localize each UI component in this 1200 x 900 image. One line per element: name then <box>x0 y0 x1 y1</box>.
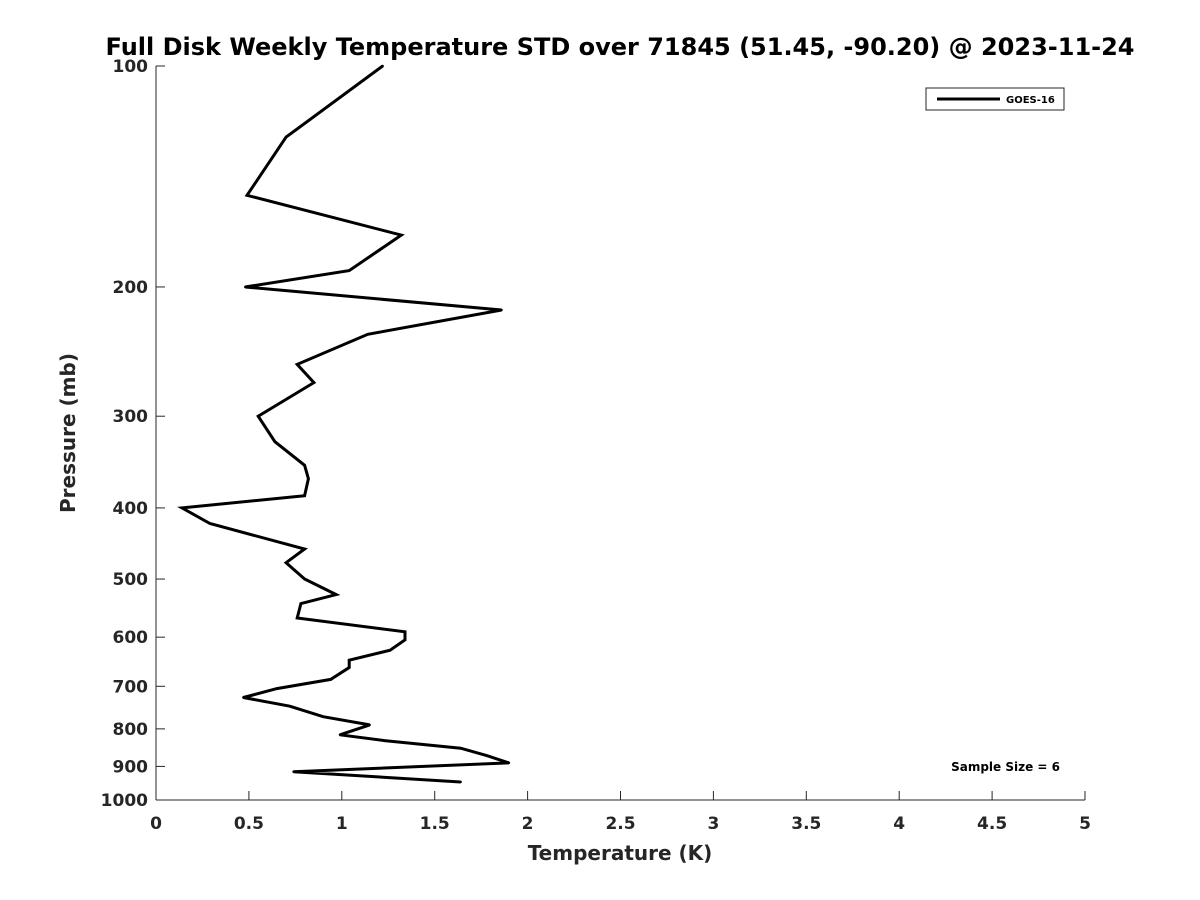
data-point <box>459 780 462 784</box>
x-tick-label: 0 <box>150 814 162 834</box>
y-tick-label: 600 <box>113 628 149 648</box>
x-tick-label: 4.5 <box>977 814 1007 834</box>
data-point <box>303 464 306 467</box>
data-point <box>338 733 342 736</box>
data-point <box>312 381 316 384</box>
data-point <box>500 308 503 312</box>
chart-title: Full Disk Weekly Temperature STD over 71… <box>106 33 1135 61</box>
data-point <box>403 630 407 633</box>
data-point <box>368 723 371 727</box>
data-point <box>273 440 277 443</box>
y-tick-label: 300 <box>113 407 149 427</box>
data-point <box>303 547 306 551</box>
data-point <box>381 64 384 68</box>
x-axis-ticks: 0 0.5 1 1.5 2 2.5 3 3.5 4 4.5 5 <box>150 791 1091 834</box>
data-point <box>296 363 299 366</box>
x-tick-label: 3 <box>707 814 719 834</box>
y-tick-label: 900 <box>113 757 149 777</box>
data-point <box>348 269 351 272</box>
y-tick-label: 200 <box>113 278 149 298</box>
legend: GOES-16 <box>925 87 1065 111</box>
y-tick-label: 1000 <box>101 791 148 811</box>
x-tick-label: 0.5 <box>234 814 264 834</box>
y-tick-label: 500 <box>113 570 149 590</box>
data-point <box>303 577 306 581</box>
data-point <box>257 415 260 418</box>
data-point <box>244 285 247 289</box>
data-point <box>292 770 295 773</box>
data-point <box>485 754 488 757</box>
data-point <box>507 761 511 765</box>
sample-size-annotation: Sample Size = 6 <box>951 760 1060 774</box>
x-tick-label: 2.5 <box>605 814 635 834</box>
data-point <box>299 602 303 605</box>
x-tick-label: 4 <box>893 814 905 834</box>
data-point <box>275 687 278 690</box>
data-point <box>303 494 306 497</box>
y-axis-label: Pressure (mb) <box>56 353 80 513</box>
data-point <box>208 522 212 525</box>
data-point <box>348 666 351 669</box>
data-point <box>288 705 291 708</box>
data-point <box>388 649 392 652</box>
series-points <box>180 64 511 784</box>
plot-axes <box>155 66 1085 801</box>
data-point <box>245 194 249 197</box>
series-line-goes-16 <box>177 64 510 784</box>
data-point <box>400 233 403 237</box>
y-axis-ticks: 100 200 300 400 500 600 700 800 900 1000 <box>101 57 165 811</box>
data-point <box>180 506 184 510</box>
data-point <box>459 747 462 750</box>
data-point <box>366 333 369 336</box>
data-point <box>242 696 245 699</box>
data-point <box>284 561 288 564</box>
y-tick-label: 800 <box>113 720 149 740</box>
y-tick-label: 100 <box>113 57 149 77</box>
x-tick-label: 3.5 <box>791 814 821 834</box>
data-point <box>307 477 310 480</box>
x-tick-label: 2 <box>522 814 534 834</box>
data-point <box>284 135 288 139</box>
data-point <box>403 638 407 641</box>
data-point <box>322 715 325 718</box>
x-axis-label: Temperature (K) <box>528 841 713 865</box>
x-tick-label: 1.5 <box>420 814 450 834</box>
legend-entry-goes-16: GOES-16 <box>1006 95 1055 106</box>
x-tick-label: 1 <box>336 814 348 834</box>
data-point <box>383 739 386 742</box>
y-tick-label: 400 <box>113 499 149 519</box>
data-point <box>335 593 338 596</box>
y-tick-label: 700 <box>113 677 149 697</box>
data-point <box>296 616 299 620</box>
data-point <box>329 678 332 681</box>
data-point <box>348 659 351 662</box>
x-tick-label: 5 <box>1079 814 1091 834</box>
